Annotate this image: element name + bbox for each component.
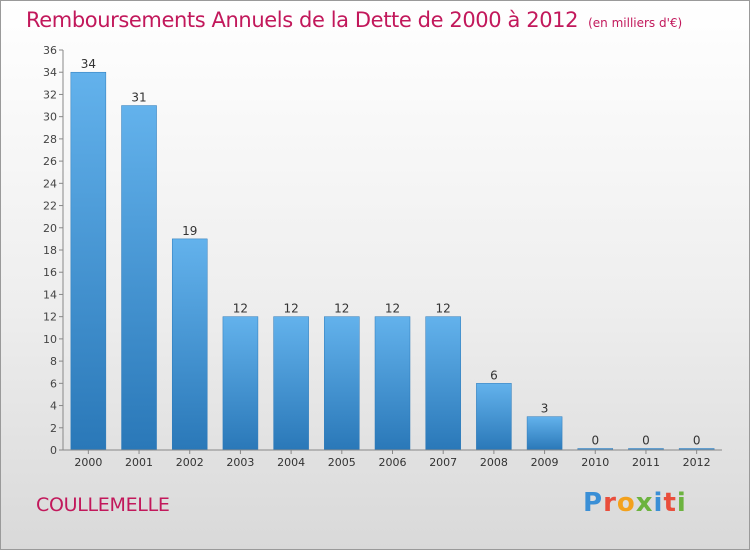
y-tick-label: 24 xyxy=(43,177,57,190)
chart-title: Remboursements Annuels de la Dette de 20… xyxy=(26,8,682,32)
x-tick-label: 2007 xyxy=(429,456,457,469)
x-tick-label: 2006 xyxy=(379,456,407,469)
bar-value-label: 0 xyxy=(591,434,599,448)
x-tick-label: 2008 xyxy=(480,456,508,469)
logo-letter: i xyxy=(653,488,664,518)
title-text: Remboursements Annuels de la Dette de 20… xyxy=(26,8,579,32)
bars: 34 31 19 12 12 12 12 12 6 3 0 0 0 xyxy=(70,57,715,451)
logo-letter: P xyxy=(583,488,604,518)
bar-value-label: 12 xyxy=(334,302,349,316)
y-tick-label: 30 xyxy=(43,111,57,124)
y-tick-label: 14 xyxy=(43,288,57,301)
x-tick-label: 2010 xyxy=(581,456,609,469)
bar-value-label: 12 xyxy=(436,302,451,316)
bar-value-label: 0 xyxy=(642,434,650,448)
bar-value-label: 6 xyxy=(490,368,498,382)
x-tick-label: 2009 xyxy=(531,456,559,469)
y-tick-label: 2 xyxy=(50,422,57,435)
logo-letter: x xyxy=(635,488,654,518)
bar-2006 xyxy=(374,316,411,451)
bar-2004 xyxy=(273,316,309,451)
y-tick-label: 22 xyxy=(43,200,57,213)
bar-2005 xyxy=(324,316,360,451)
logo-letter: o xyxy=(616,488,636,518)
unit-note: (en milliers d'€) xyxy=(588,16,683,30)
bar-2000 xyxy=(70,71,107,451)
y-tick-label: 16 xyxy=(43,266,57,279)
logo-letter: i xyxy=(676,488,687,518)
bar-value-label: 12 xyxy=(283,302,298,316)
bar-2002 xyxy=(171,238,208,451)
y-tick-label: 20 xyxy=(43,222,57,235)
bar-2007 xyxy=(425,316,461,451)
y-tick-label: 0 xyxy=(50,444,57,457)
y-tick-label: 18 xyxy=(43,244,57,257)
bar-value-label: 3 xyxy=(541,402,549,416)
x-axis: 2000 2001 2002 2003 2004 2005 2006 2007 2008 2009… xyxy=(63,449,722,469)
y-tick-label: 34 xyxy=(43,66,57,79)
y-tick-label: 6 xyxy=(50,377,57,390)
bar-value-label: 12 xyxy=(385,302,400,316)
commune-name: COULLEMELLE xyxy=(36,494,170,516)
y-tick-label: 4 xyxy=(50,400,57,413)
y-tick-label: 8 xyxy=(50,355,57,368)
x-tick-label: 2004 xyxy=(277,456,305,469)
bar-2009 xyxy=(526,416,563,451)
logo-letter: r xyxy=(603,488,617,518)
x-tick-label: 2000 xyxy=(74,456,102,469)
y-tick-label: 36 xyxy=(43,44,57,57)
bar-2008 xyxy=(476,383,512,451)
bar-value-label: 0 xyxy=(693,434,701,448)
x-tick-label: 2002 xyxy=(176,456,204,469)
bar-value-label: 31 xyxy=(131,91,146,105)
proxiti-logo: Proxiti xyxy=(583,488,687,518)
x-tick-label: 2012 xyxy=(683,456,711,469)
x-tick-label: 2001 xyxy=(125,456,153,469)
x-tick-label: 2011 xyxy=(632,456,660,469)
logo-letter: t xyxy=(663,488,677,518)
bar-2001 xyxy=(121,105,157,451)
y-tick-label: 26 xyxy=(43,155,57,168)
bar-value-label: 19 xyxy=(182,224,197,238)
bar-value-label: 12 xyxy=(233,302,248,316)
x-tick-label: 2003 xyxy=(226,456,254,469)
bar-value-label: 34 xyxy=(81,57,96,71)
y-tick-label: 10 xyxy=(43,333,57,346)
bar-2003 xyxy=(222,316,259,451)
y-tick-label: 28 xyxy=(43,133,57,146)
y-tick-label: 12 xyxy=(43,311,57,324)
y-tick-label: 32 xyxy=(43,88,57,101)
x-tick-label: 2005 xyxy=(328,456,356,469)
